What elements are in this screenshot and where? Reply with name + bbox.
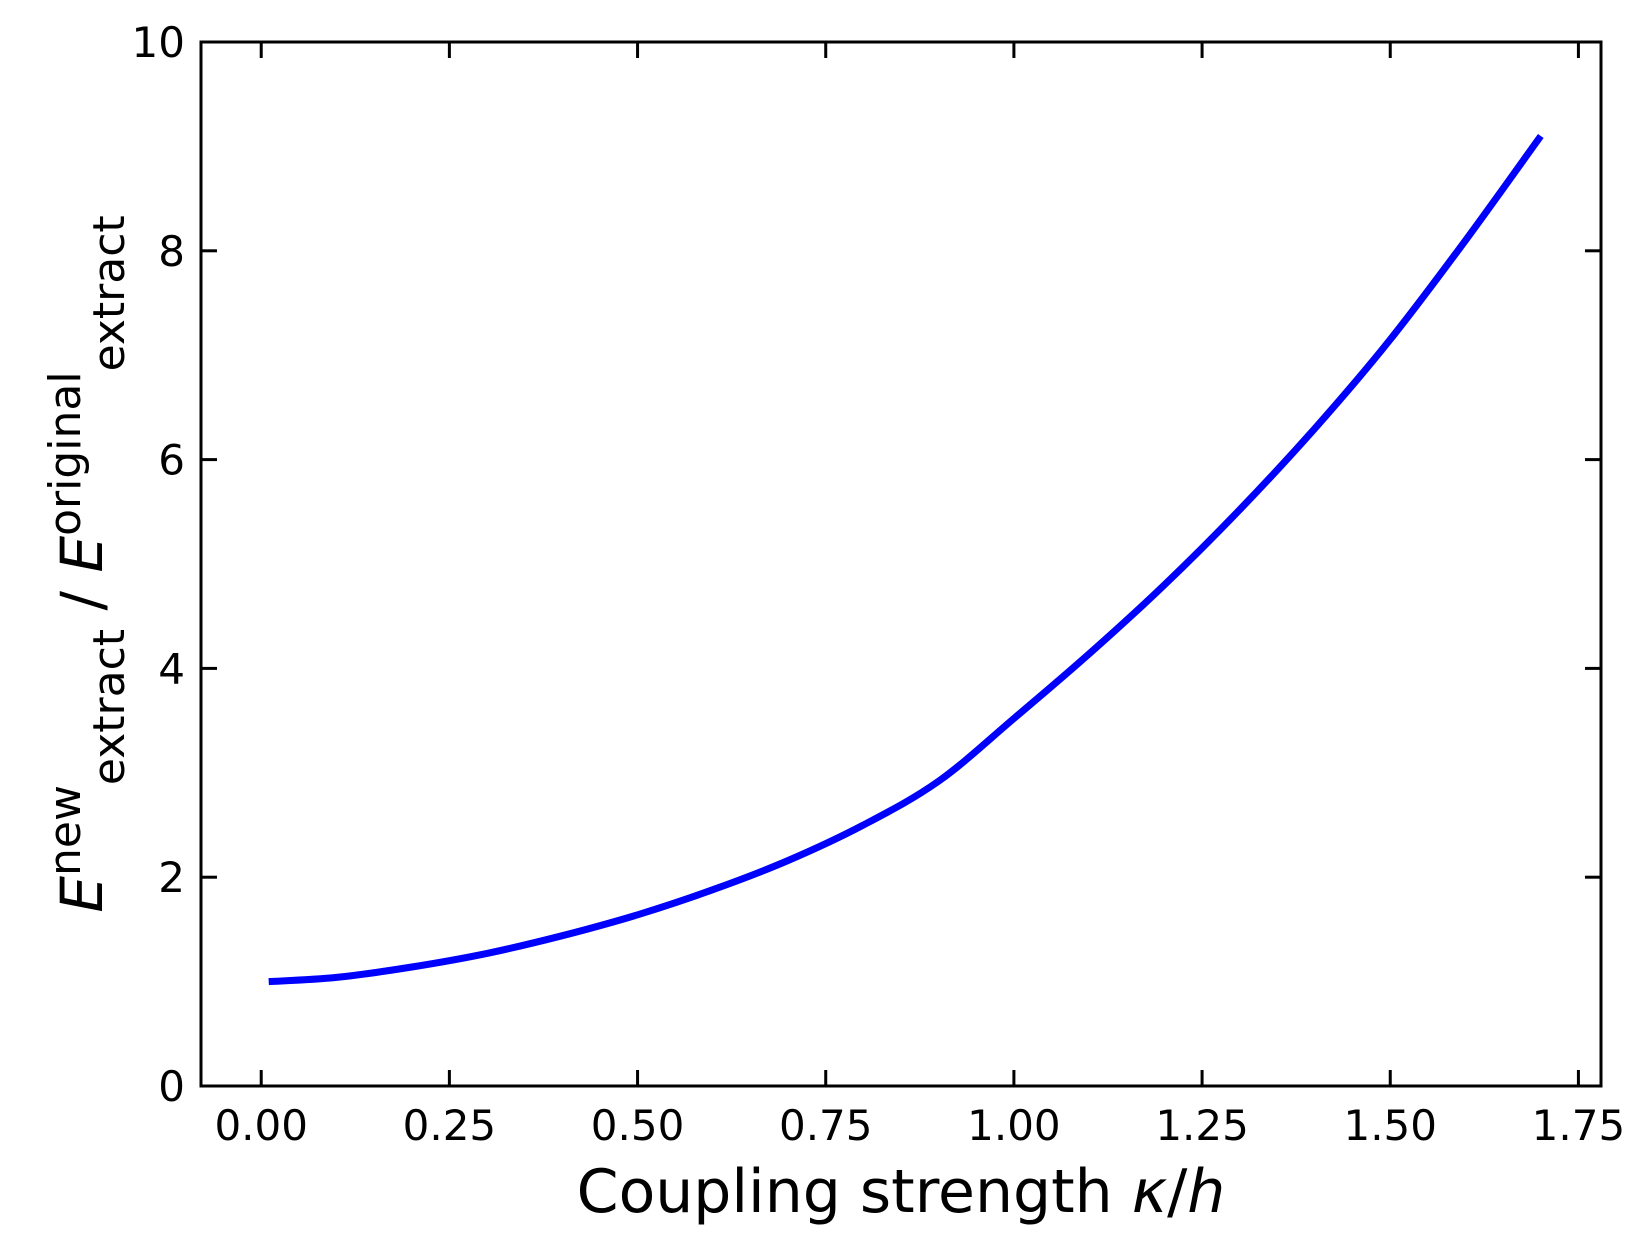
plot-frame — [199, 40, 1603, 1088]
x-tick-label: 0.75 — [779, 1101, 873, 1150]
y-tick-label: 6 — [158, 436, 185, 485]
axis-ticks: 0.00 0.25 0.50 0.75 1.00 1.25 1.50 1.75 0 2 4 6 8 10 — [132, 18, 1626, 1150]
series-layer — [268, 133, 1544, 986]
x-tick-label: 1.00 — [967, 1101, 1061, 1150]
x-tick-label: 1.50 — [1343, 1101, 1437, 1150]
x-tick-label: 1.75 — [1532, 1101, 1626, 1150]
x-tick-label: 1.25 — [1155, 1101, 1249, 1150]
x-axis-label: Coupling strength κ/h — [577, 1157, 1226, 1227]
y-tick-label: 0 — [158, 1062, 185, 1111]
x-tick-label: 0.25 — [403, 1101, 497, 1150]
y-tick-label: 10 — [132, 18, 185, 67]
y-tick-label: 4 — [158, 644, 185, 693]
y-axis-label: Enewextract / Eoriginalextract — [40, 215, 135, 912]
x-tick-label: 0.50 — [591, 1101, 685, 1150]
series-line — [268, 133, 1544, 986]
y-tick-label: 2 — [158, 853, 185, 902]
y-tick-label: 8 — [158, 227, 185, 276]
x-tick-label: 0.00 — [214, 1101, 308, 1150]
